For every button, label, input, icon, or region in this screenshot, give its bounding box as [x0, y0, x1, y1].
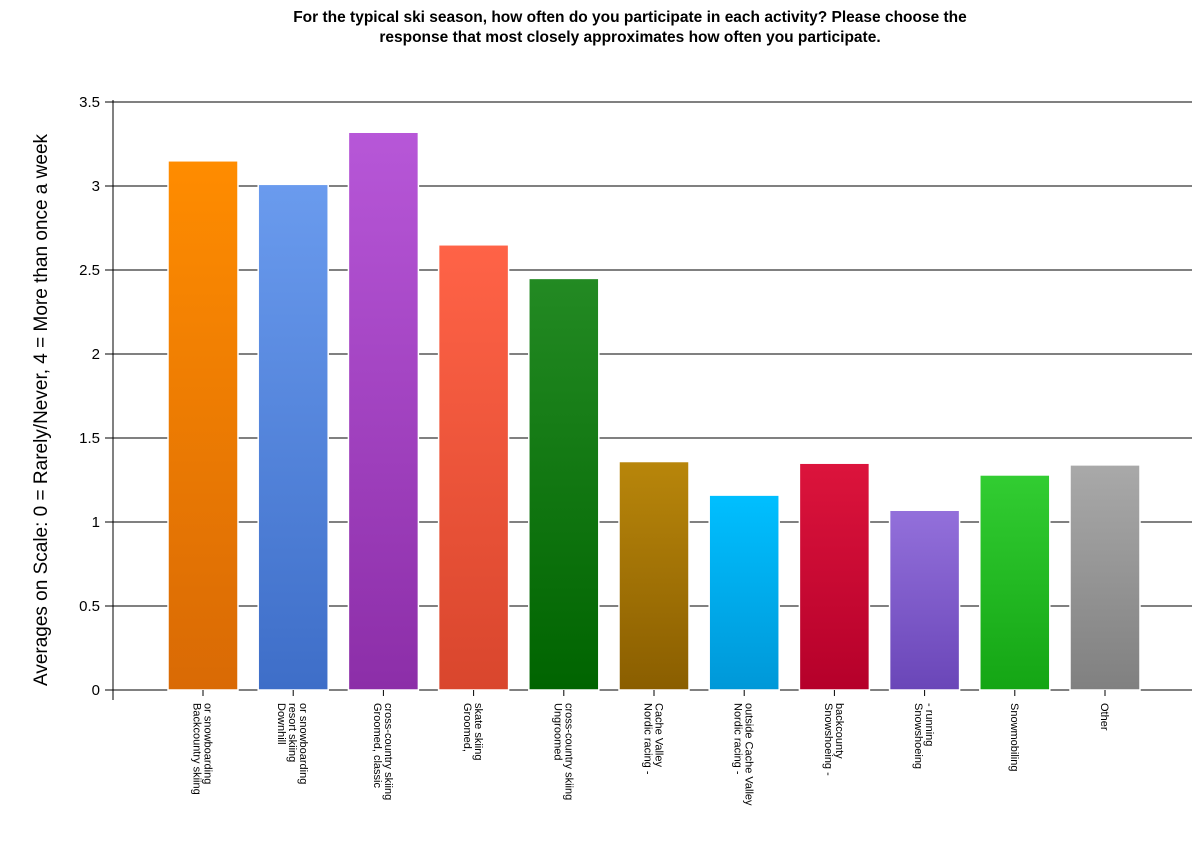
x-tick-label-0: Backcountry skiing or snowboarding: [191, 703, 214, 795]
bar-6: [708, 494, 780, 691]
x-tick-label-1-line-2: or snowboarding: [297, 703, 309, 784]
x-tick-label-0-line-0: Backcountry skiing: [191, 703, 203, 795]
bar-5: [618, 460, 690, 691]
x-tick-label-4-line-1: cross-country skiing: [562, 703, 574, 800]
bar-10: [1069, 464, 1141, 691]
y-tick-label-0: 0: [92, 682, 100, 699]
x-tick-label-2: Groomed, classic cross-country skiing: [371, 703, 394, 800]
chart-title-line-1: For the typical ski season, how often do…: [293, 9, 967, 26]
x-tick-label-3-line-1: skate skiing: [472, 703, 484, 760]
x-tick-label-5-line-0: Nordic racing -: [642, 703, 654, 775]
x-tick-label-6-line-0: Nordic racing -: [732, 703, 744, 775]
bar-9: [979, 474, 1051, 691]
x-tick-label-1-line-0: Downhill: [275, 703, 287, 745]
y-tick-label-7: 3.5: [79, 94, 100, 111]
x-tick-label-0-line-1: or snowboarding: [202, 703, 214, 784]
x-tick-label-6: Nordic racing - outside Cache Valley: [732, 703, 755, 806]
x-tick-label-2-line-1: cross-country skiing: [382, 703, 394, 800]
bar-8: [888, 509, 961, 691]
y-tick-label-6: 3: [92, 178, 100, 195]
y-tick-label-1: 0.5: [79, 598, 100, 615]
x-tick-label-8-line-1: - running: [923, 703, 935, 746]
x-tick-label-7-line-1: backcounty: [833, 703, 845, 759]
x-tick-label-4: Ungroomed cross-country skiing: [551, 703, 574, 800]
bar-4: [528, 277, 600, 691]
y-tick-label-5: 2.5: [79, 262, 100, 279]
x-tick-label-10-line-0: Other: [1098, 703, 1110, 731]
x-tick-label-7-line-0: Snowshoeing -: [822, 703, 834, 776]
x-tick-label-9-line-0: Snowmobiling: [1008, 703, 1020, 771]
bar-7: [798, 462, 871, 691]
x-tick-label-6-line-1: outside Cache Valley: [743, 703, 755, 806]
x-tick-label-2-line-0: Groomed, classic: [371, 703, 383, 788]
x-tick-label-9: Snowmobiling: [1008, 703, 1020, 771]
x-tick-label-7: Snowshoeing - backcounty: [822, 703, 845, 776]
bar-1: [257, 183, 329, 691]
y-tick-label-2: 1: [92, 514, 100, 531]
x-tick-label-8: Snowshoeing - running: [912, 703, 935, 769]
bar-2: [347, 131, 420, 691]
x-tick-label-4-line-0: Ungroomed: [551, 703, 563, 760]
chart-title: For the typical ski season, how often do…: [100, 8, 1160, 48]
x-tick-label-5-line-1: Cache Valley: [653, 703, 665, 767]
x-tick-label-3: Groomed, skate skiing: [461, 703, 484, 760]
x-tick-label-8-line-0: Snowshoeing: [912, 703, 924, 769]
x-tick-label-1: Downhill resort skiing or snowboarding: [275, 703, 309, 784]
x-tick-label-10: Other: [1098, 703, 1110, 731]
bar-0: [167, 160, 239, 691]
y-tick-label-3: 1.5: [79, 430, 100, 447]
x-tick-label-3-line-0: Groomed,: [461, 703, 473, 752]
chart-title-line-2: response that most closely approximates …: [379, 29, 881, 46]
x-tick-label-5: Nordic racing - Cache Valley: [642, 703, 665, 775]
bar-3: [437, 244, 510, 691]
x-tick-label-1-line-1: resort skiing: [286, 703, 298, 762]
y-tick-label-4: 2: [92, 346, 100, 363]
